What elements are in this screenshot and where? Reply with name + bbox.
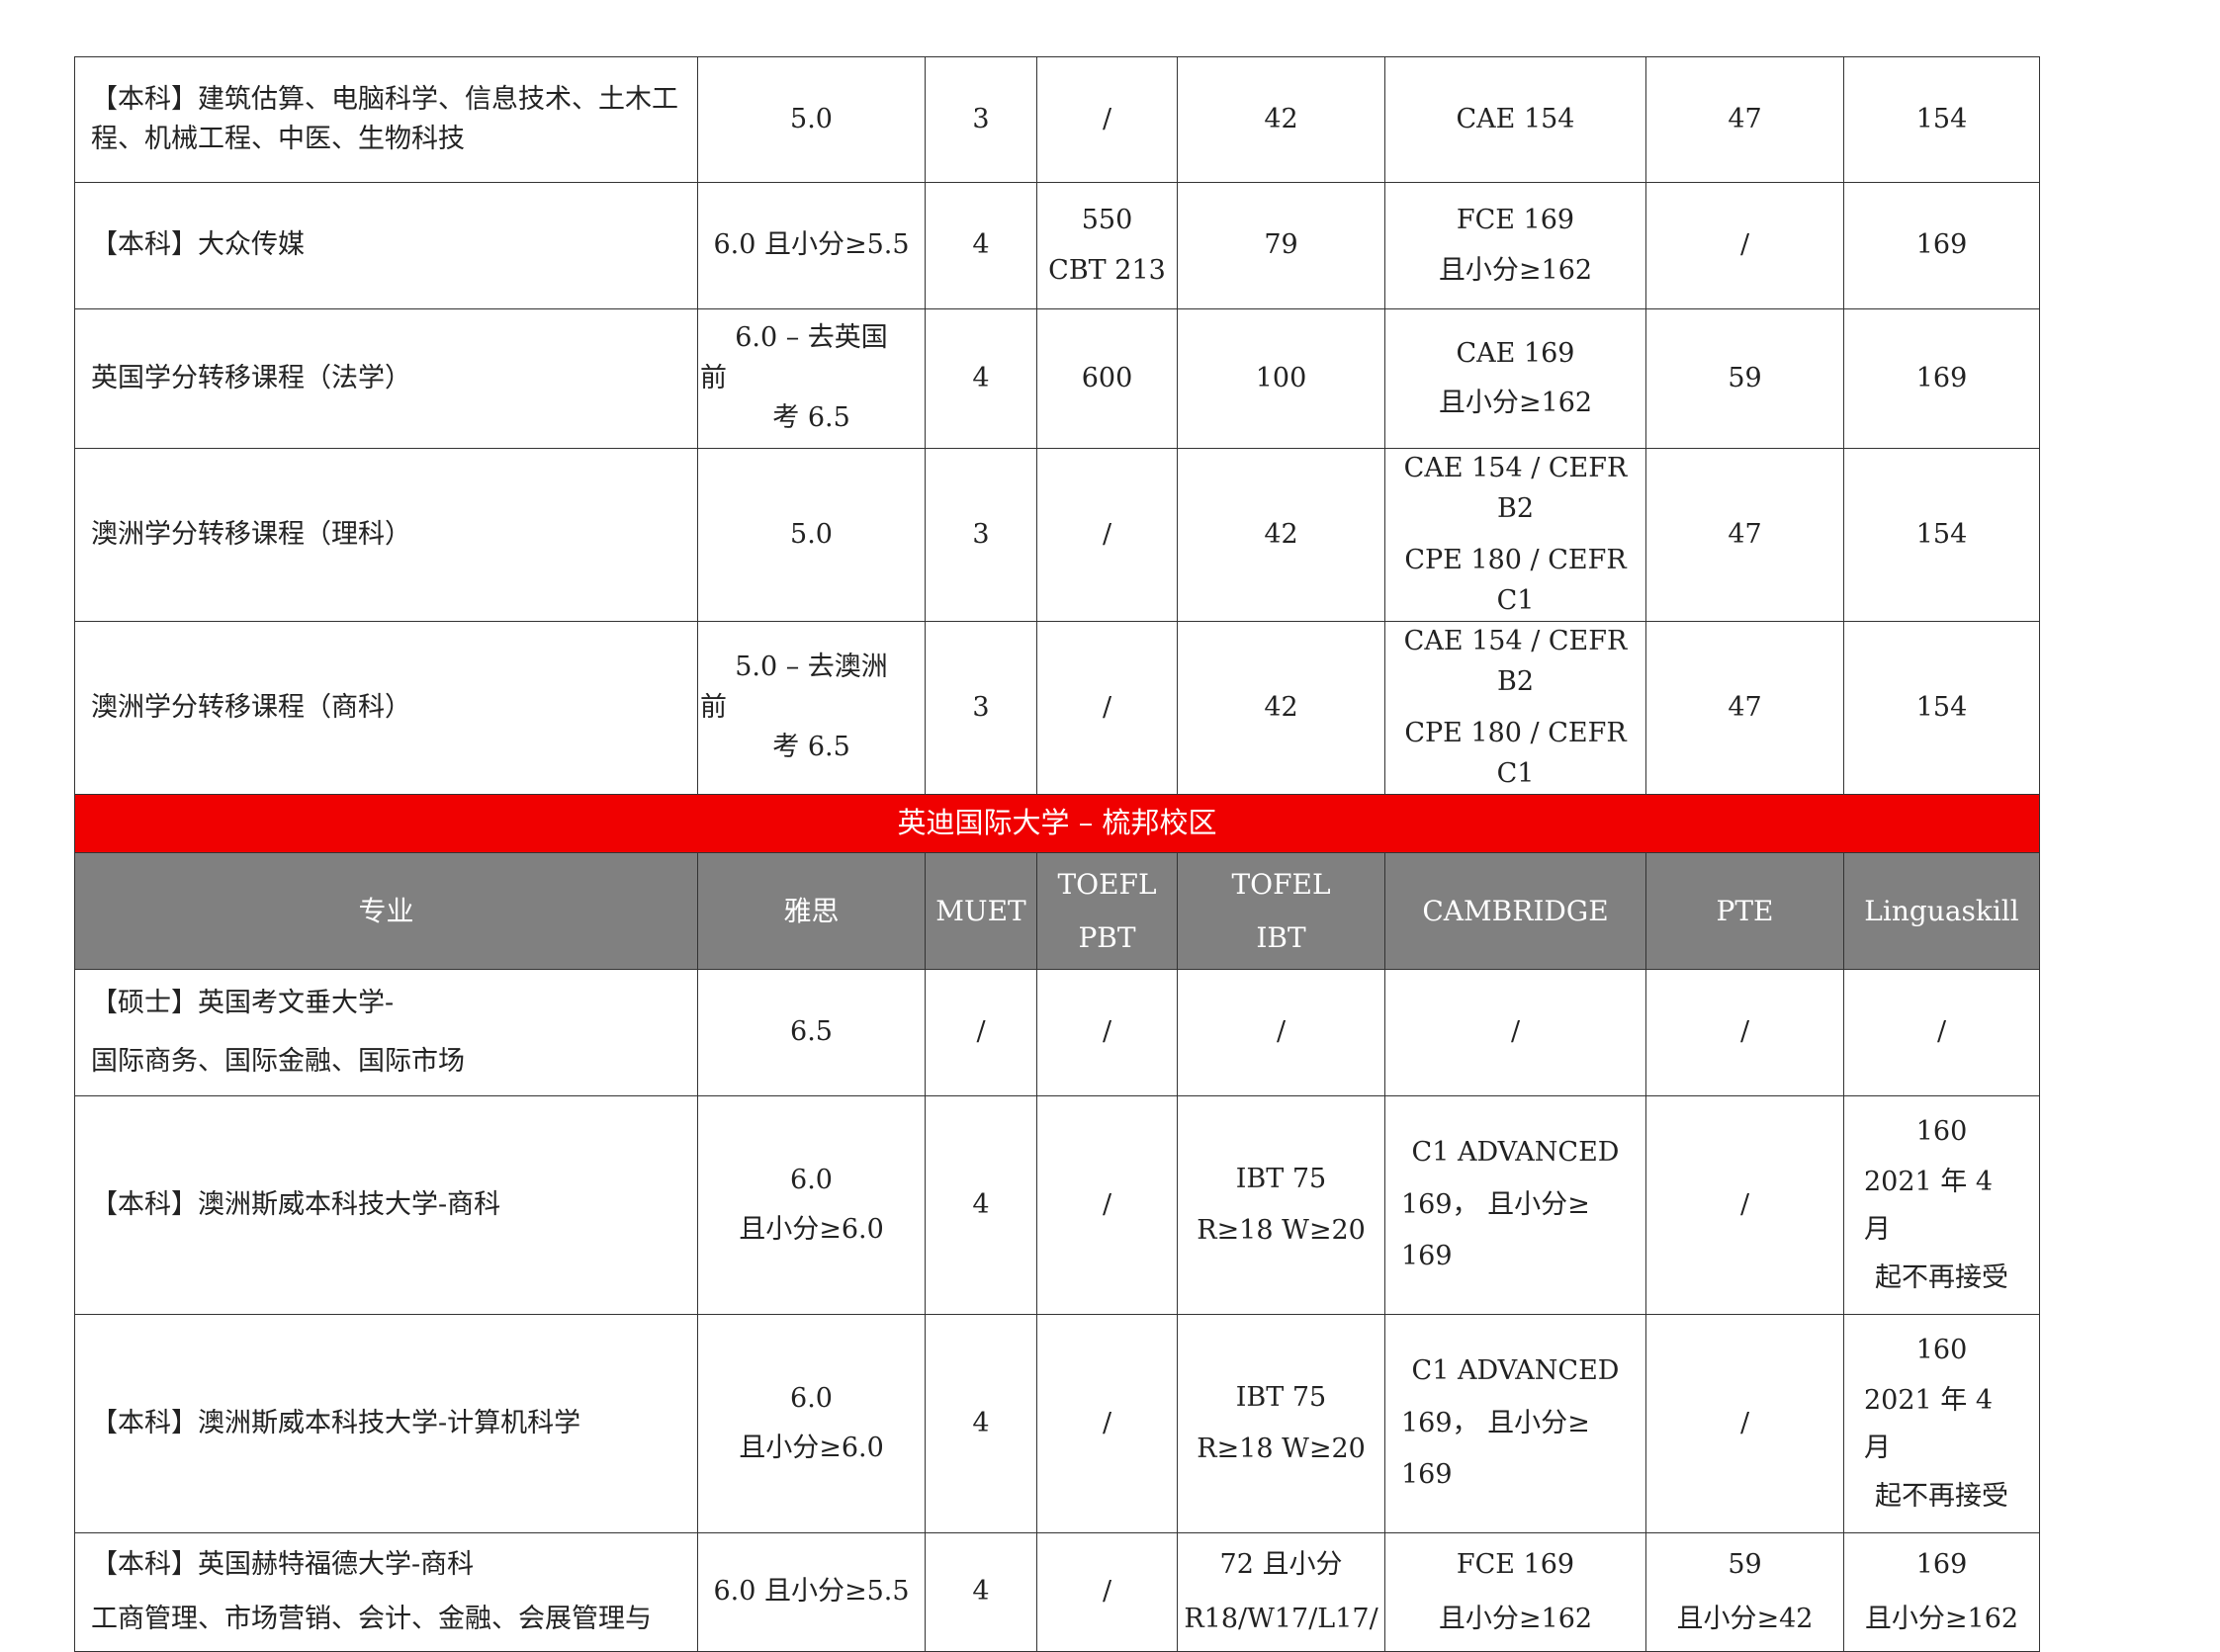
pte-cell: 47 [1645,448,1844,622]
ielts-cell: 6.0 且小分≥5.5 [697,182,926,309]
pte-cell: 59 且小分≥42 [1645,1532,1844,1652]
muet-cell: 4 [925,182,1037,309]
cambridge-cell: FCE 169 且小分≥162 [1384,1532,1646,1652]
linguaskill-cell: 154 [1843,621,2040,795]
linguaskill-cell: 154 [1843,448,2040,622]
linguaskill-cell: 169 且小分≥162 [1843,1532,2040,1652]
toefl-pbt-cell: / [1036,448,1178,622]
requirements-table: 【本科】建筑估算、电脑科学、信息技术、土木工 程、机械工程、中医、生物科技 5.0… [74,56,2040,1652]
header-pte: PTE [1645,852,1844,970]
cambridge-cell: FCE 169 且小分≥162 [1384,182,1646,309]
ielts-cell: 6.0 且小分≥6.0 [697,1095,926,1315]
linguaskill-cell: 160 2021 年 4 月起不再接受 [1843,1095,2040,1315]
table-row: 【本科】澳洲斯威本科技大学-计算机科学 6.0 且小分≥6.0 4 / IBT 7… [74,1314,2040,1533]
document-page: { "upper_rows": [ {"major": ["【本科】建筑估算、电… [74,56,2040,1652]
toefl-ibt-cell: IBT 75 R≥18 W≥20 [1177,1314,1385,1533]
table-row: 【本科】英国赫特福德大学-商科 工商管理、市场营销、会计、金融、会展管理与 6.0… [74,1532,2040,1652]
toefl-pbt-cell: 550 CBT 213 [1036,182,1178,309]
ielts-cell: 6.0 – 去英国前考 6.5 [697,308,926,449]
toefl-pbt-cell: / [1036,1314,1178,1533]
major-cell: 【硕士】英国考文垂大学- 国际商务、国际金融、国际市场 [74,969,698,1096]
toefl-ibt-cell: 72 且小分 R18/W17/L17/ [1177,1532,1385,1652]
muet-cell: 4 [925,1532,1037,1652]
major-cell: 【本科】建筑估算、电脑科学、信息技术、土木工 程、机械工程、中医、生物科技 [74,56,698,183]
pte-cell: / [1645,182,1844,309]
toefl-ibt-cell: 100 [1177,308,1385,449]
header-toefl-pbt: TOEFL PBT [1036,852,1178,970]
ielts-cell: 5.0 [697,56,926,183]
linguaskill-cell: 154 [1843,56,2040,183]
muet-cell: 4 [925,1095,1037,1315]
muet-cell: 3 [925,56,1037,183]
major-cell: 澳洲学分转移课程（理科） [74,448,698,622]
major-cell: 英国学分转移课程（法学） [74,308,698,449]
toefl-ibt-cell: 42 [1177,448,1385,622]
pte-cell: 47 [1645,56,1844,183]
table-row: 【本科】建筑估算、电脑科学、信息技术、土木工 程、机械工程、中医、生物科技 5.0… [74,56,2040,183]
table-row: 澳洲学分转移课程（理科） 5.0 3 / 42 CAE 154 / CEFR B… [74,448,2040,622]
cambridge-cell: CAE 154 / CEFR B2 CPE 180 / CEFR C1 [1384,621,1646,795]
cambridge-cell: CAE 154 [1384,56,1646,183]
toefl-ibt-cell: IBT 75 R≥18 W≥20 [1177,1095,1385,1315]
ielts-cell: 6.5 [697,969,926,1096]
major-cell: 【本科】英国赫特福德大学-商科 工商管理、市场营销、会计、金融、会展管理与 [74,1532,698,1652]
toefl-pbt-cell: / [1036,969,1178,1096]
muet-cell: 3 [925,448,1037,622]
linguaskill-cell: / [1843,969,2040,1096]
cambridge-cell: CAE 169 且小分≥162 [1384,308,1646,449]
ielts-cell: 6.0 且小分≥5.5 [697,1532,926,1652]
pte-cell: / [1645,969,1844,1096]
header-muet: MUET [925,852,1037,970]
header-toefl-ibt: TOFEL IBT [1177,852,1385,970]
table-row: 【本科】澳洲斯威本科技大学-商科 6.0 且小分≥6.0 4 / IBT 75 R≥… [74,1095,2040,1315]
major-cell: 【本科】大众传媒 [74,182,698,309]
muet-cell: 4 [925,1314,1037,1533]
toefl-pbt-cell: / [1036,56,1178,183]
header-cambridge: CAMBRIDGE [1384,852,1646,970]
table-row: 澳洲学分转移课程（商科） 5.0 – 去澳洲前考 6.5 3 / 42 CAE … [74,621,2040,795]
muet-cell: / [925,969,1037,1096]
toefl-pbt-cell: 600 [1036,308,1178,449]
toefl-ibt-cell: / [1177,969,1385,1096]
table-row: 【本科】大众传媒 6.0 且小分≥5.5 4 550 CBT 213 79 FCE… [74,182,2040,309]
cambridge-cell: C1 ADVANCED 169， 且小分≥ 169 [1384,1095,1646,1315]
header-major: 专业 [74,852,698,970]
pte-cell: / [1645,1095,1844,1315]
header-linguaskill: Linguaskill [1843,852,2040,970]
toefl-ibt-cell: 42 [1177,621,1385,795]
ielts-cell: 5.0 – 去澳洲前考 6.5 [697,621,926,795]
muet-cell: 3 [925,621,1037,795]
pte-cell: 47 [1645,621,1844,795]
toefl-pbt-cell: / [1036,1095,1178,1315]
cambridge-cell: CAE 154 / CEFR B2 CPE 180 / CEFR C1 [1384,448,1646,622]
ielts-cell: 5.0 [697,448,926,622]
major-cell: 【本科】澳洲斯威本科技大学-计算机科学 [74,1314,698,1533]
major-cell: 【本科】澳洲斯威本科技大学-商科 [74,1095,698,1315]
header-ielts: 雅思 [697,852,926,970]
table-row: 英国学分转移课程（法学） 6.0 – 去英国前考 6.5 4 600 100 C… [74,308,2040,449]
pte-cell: 59 [1645,308,1844,449]
linguaskill-cell: 160 2021 年 4 月起不再接受 [1843,1314,2040,1533]
section-banner-row: 英迪国际大学 – 梳邦校区 [74,794,2040,853]
ielts-cell: 6.0 且小分≥6.0 [697,1314,926,1533]
linguaskill-cell: 169 [1843,182,2040,309]
toefl-ibt-cell: 79 [1177,182,1385,309]
toefl-ibt-cell: 42 [1177,56,1385,183]
toefl-pbt-cell: / [1036,621,1178,795]
toefl-pbt-cell: / [1036,1532,1178,1652]
pte-cell: / [1645,1314,1844,1533]
linguaskill-cell: 169 [1843,308,2040,449]
cambridge-cell: / [1384,969,1646,1096]
major-cell: 澳洲学分转移课程（商科） [74,621,698,795]
table-row: 【硕士】英国考文垂大学- 国际商务、国际金融、国际市场 6.5 / / / / /… [74,969,2040,1096]
section-title: 英迪国际大学 – 梳邦校区 [74,794,2040,853]
header-row: 专业 雅思 MUET TOEFL PBT TOFEL IBT CAMBRIDGE P… [74,852,2040,970]
cambridge-cell: C1 ADVANCED 169， 且小分≥ 169 [1384,1314,1646,1533]
muet-cell: 4 [925,308,1037,449]
